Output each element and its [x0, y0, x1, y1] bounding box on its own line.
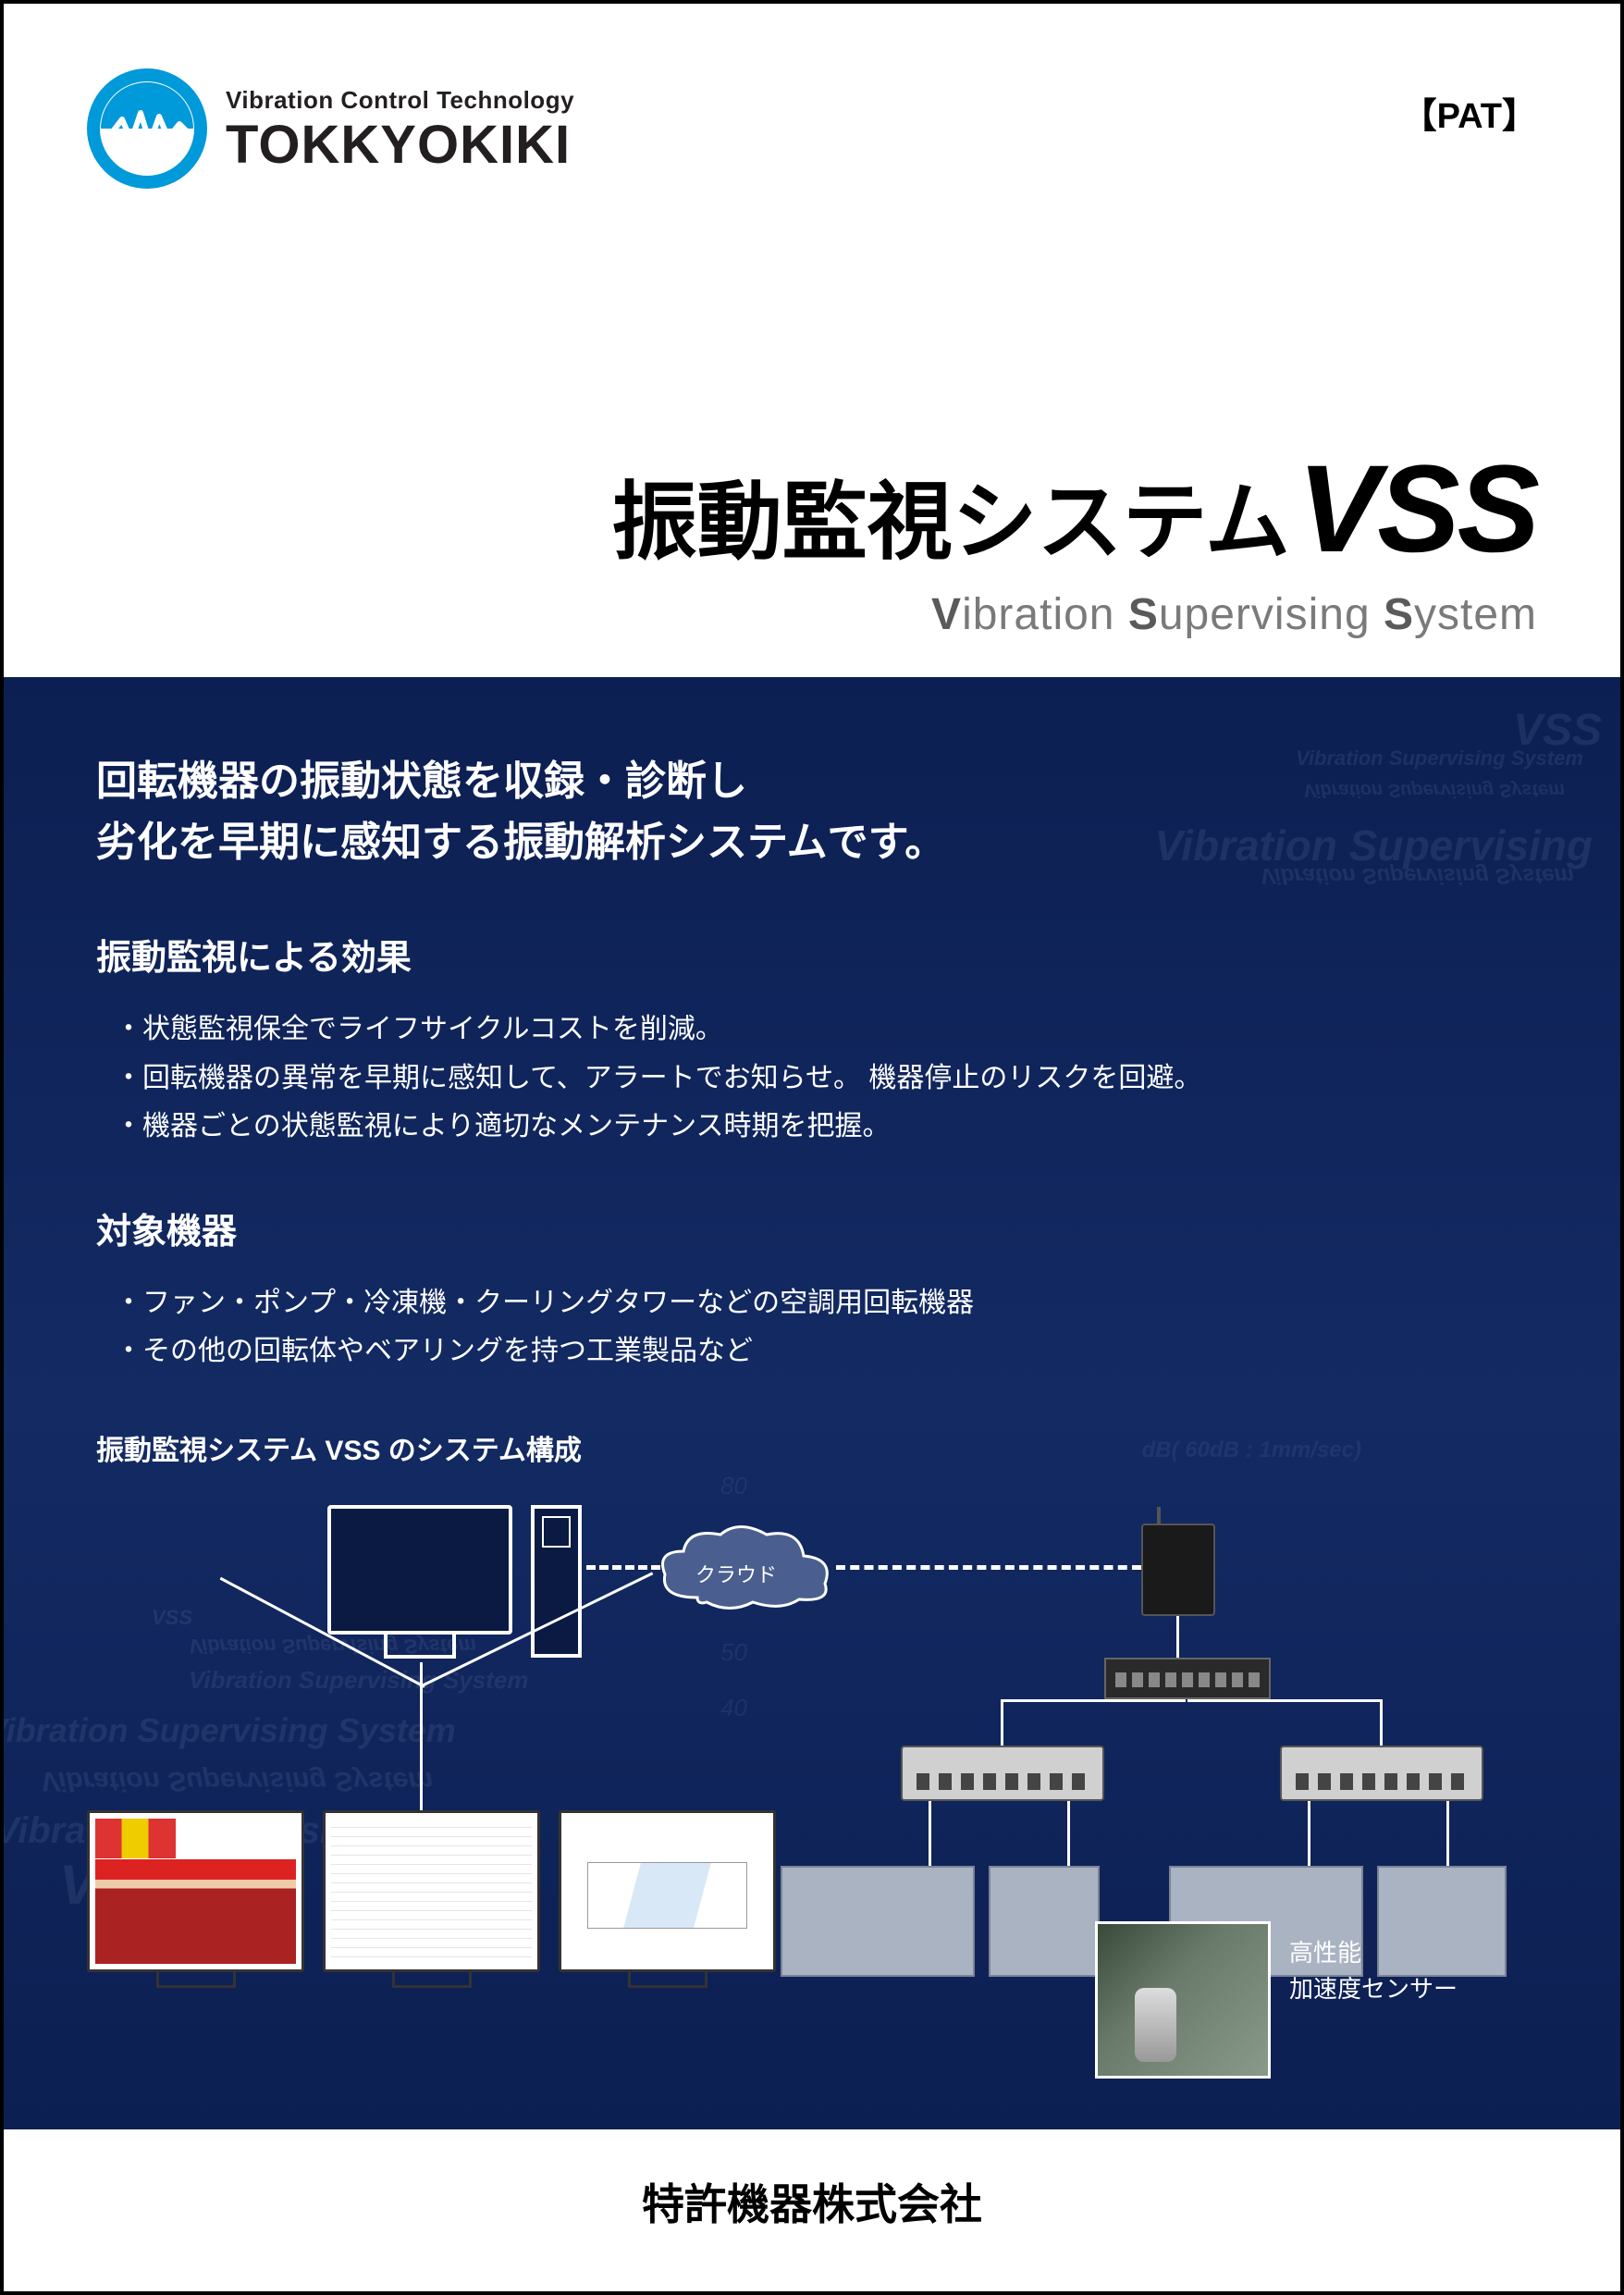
logo-block: Vibration Control Technology TOKKYOKIKI: [87, 68, 574, 189]
router-icon: [1141, 1524, 1215, 1616]
connector-line: [1187, 1699, 1382, 1702]
header: Vibration Control Technology TOKKYOKIKI …: [4, 4, 1620, 189]
effects-list: 状態監視保全でライフサイクルコストを削減。 回転機器の異常を早期に感知して、アラ…: [142, 1006, 1528, 1152]
main-title: 振動監視システムVSS: [4, 438, 1537, 580]
list-item: その他の回転体やベアリングを持つ工業製品など: [142, 1327, 1528, 1376]
screen-icon: [323, 1810, 540, 1972]
main-title-vss: VSS: [1298, 440, 1537, 578]
connector-line: [1001, 1699, 1003, 1746]
amplifier-icon: [901, 1746, 1104, 1801]
main-monitor-icon: [327, 1505, 512, 1635]
blue-section: VSS Vibration Supervising System Vibrati…: [4, 677, 1620, 2129]
network-switch-icon: [1104, 1658, 1271, 1699]
connector-line: [1308, 1801, 1310, 1866]
list-item: 機器ごとの状態監視により適切なメンテナンス時期を把握。: [142, 1103, 1528, 1152]
logo-text: Vibration Control Technology TOKKYOKIKI: [226, 86, 574, 172]
footer-company-name: 特許機器株式会社: [4, 2129, 1620, 2274]
machine-icon: [989, 1866, 1100, 1977]
connector-line: [1067, 1801, 1070, 1866]
connector-line: [1446, 1801, 1449, 1866]
connector-line: [929, 1801, 931, 1866]
target-heading: 対象機器: [96, 1203, 1528, 1253]
amplifier-icon: [1280, 1746, 1483, 1801]
bg-number: 80: [720, 1472, 747, 1500]
sensor-photo: [1095, 1921, 1271, 2079]
target-list: ファン・ポンプ・冷凍機・クーリングタワーなどの空調用回転機器 その他の回転体やベ…: [142, 1279, 1528, 1376]
connector-line: [420, 1690, 423, 1810]
list-item: ファン・ポンプ・冷凍機・クーリングタワーなどの空調用回転機器: [142, 1279, 1528, 1328]
tagline: Vibration Control Technology: [226, 86, 574, 115]
screen-icon: [87, 1810, 304, 1972]
connector-line: [1380, 1699, 1383, 1746]
logo-icon: [87, 68, 207, 189]
sensor-label: 高性能 加速度センサー: [1289, 1935, 1458, 2007]
connector-line: [1176, 1616, 1179, 1658]
effects-heading: 振動監視による効果: [96, 929, 1528, 980]
main-title-jp: 振動監視システム: [612, 475, 1290, 570]
diagram-heading: 振動監視システム VSS のシステム構成: [96, 1427, 1528, 1468]
server-icon: [531, 1505, 582, 1658]
subtitle-en: Vibration Supervising System: [4, 589, 1537, 640]
list-item: 回転機器の異常を早期に感知して、アラートでお知らせ。 機器停止のリスクを回避。: [142, 1055, 1528, 1104]
dashed-connector: [836, 1565, 1141, 1570]
list-item: 状態監視保全でライフサイクルコストを削減。: [142, 1006, 1528, 1055]
lead-text: 回転機器の振動状態を収録・診断し 劣化を早期に感知する振動解析システムです。: [96, 751, 1528, 873]
pat-mark: 【PAT】: [1402, 87, 1537, 138]
cloud-label: クラウド: [695, 1559, 777, 1588]
screen-icon: [559, 1810, 776, 1972]
connector-line: [1001, 1699, 1186, 1702]
machine-icon: [781, 1866, 975, 1977]
dashed-connector: [586, 1565, 660, 1570]
title-section: 振動監視システムVSS Vibration Supervising System: [4, 189, 1620, 677]
company-name: TOKKYOKIKI: [226, 118, 574, 172]
bg-watermark: VSS: [1513, 705, 1602, 756]
system-diagram: クラウド 高性能 加速度センサー: [96, 1505, 1528, 2060]
